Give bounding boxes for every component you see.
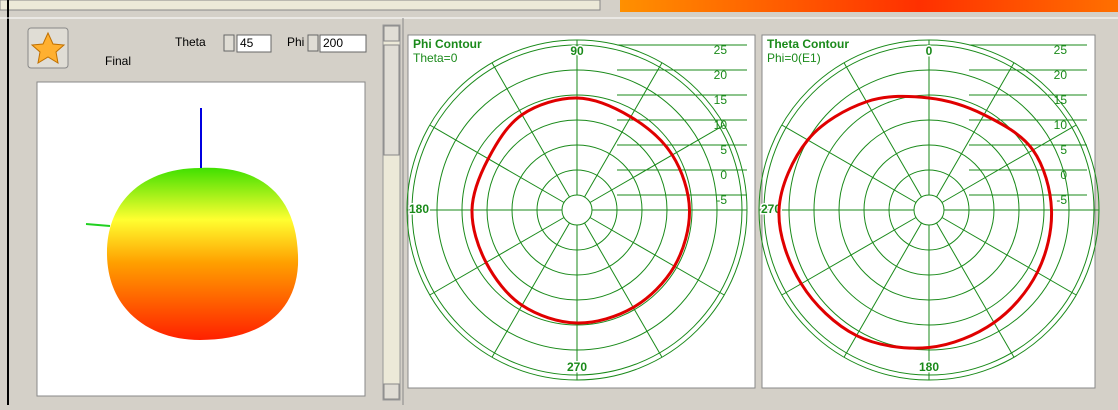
- r-tick-label: 25: [714, 43, 728, 57]
- scroll-thumb[interactable]: [383, 44, 400, 156]
- phi-value: 200: [323, 36, 343, 50]
- color-bar: [620, 0, 1118, 12]
- r-tick-label: 15: [714, 93, 728, 107]
- contour: [470, 96, 692, 325]
- phi-label: Phi: [287, 35, 304, 49]
- r-tick-label: 20: [714, 68, 728, 82]
- spoke: [936, 222, 1015, 358]
- spoke: [941, 217, 1077, 296]
- angle-label: 90: [570, 44, 584, 58]
- spoke: [936, 62, 1015, 198]
- button-label: Final: [105, 54, 131, 68]
- r-tick-label: 20: [1054, 68, 1068, 82]
- spoke: [843, 62, 922, 198]
- spoke: [589, 217, 725, 296]
- theta-spinner[interactable]: [223, 34, 235, 52]
- r-tick-label: 5: [1060, 143, 1067, 157]
- spoke: [491, 222, 570, 358]
- spoke: [429, 217, 565, 296]
- angle-label: 180: [409, 202, 429, 216]
- r-tick-label: 15: [1054, 93, 1068, 107]
- angle-label: 0: [926, 44, 933, 58]
- theta-value: 45: [240, 36, 254, 50]
- r-tick-label: 25: [1054, 43, 1068, 57]
- phi-spinner[interactable]: [307, 34, 319, 52]
- r-tick-label: 0: [1060, 168, 1067, 182]
- spoke: [584, 222, 663, 358]
- plot-subtitle: Phi=0(E1): [767, 51, 821, 65]
- star-icon: [30, 31, 66, 64]
- plot-subtitle: Theta=0: [413, 51, 458, 65]
- x-axis: [85, 223, 111, 227]
- phi-input[interactable]: [319, 34, 367, 53]
- r-tick-label: -5: [1056, 193, 1067, 207]
- spoke: [781, 217, 917, 296]
- r-tick-label: 5: [720, 143, 727, 157]
- plot-title: Phi Contour: [413, 37, 482, 51]
- angle-label: 270: [567, 360, 587, 374]
- spoke: [429, 124, 565, 203]
- angle-label: 270: [761, 202, 781, 216]
- r-tick-label: 0: [720, 168, 727, 182]
- top-strip: [0, 0, 601, 11]
- spoke: [781, 124, 917, 203]
- theta-label: Theta: [175, 35, 206, 49]
- theta-input[interactable]: [236, 34, 272, 53]
- spoke: [589, 124, 725, 203]
- scroll-down[interactable]: [383, 383, 400, 400]
- radiation-pattern: [106, 167, 299, 340]
- plot-area: [407, 34, 756, 389]
- scroll-up[interactable]: [383, 25, 400, 42]
- spoke: [584, 62, 663, 198]
- r-tick-label: -5: [716, 193, 727, 207]
- angle-label: 180: [919, 360, 939, 374]
- spoke: [491, 62, 570, 198]
- spoke: [941, 124, 1077, 203]
- contour: [777, 94, 1054, 350]
- r-tick-label: 10: [1054, 118, 1068, 132]
- plot-title: Theta Contour: [767, 37, 849, 51]
